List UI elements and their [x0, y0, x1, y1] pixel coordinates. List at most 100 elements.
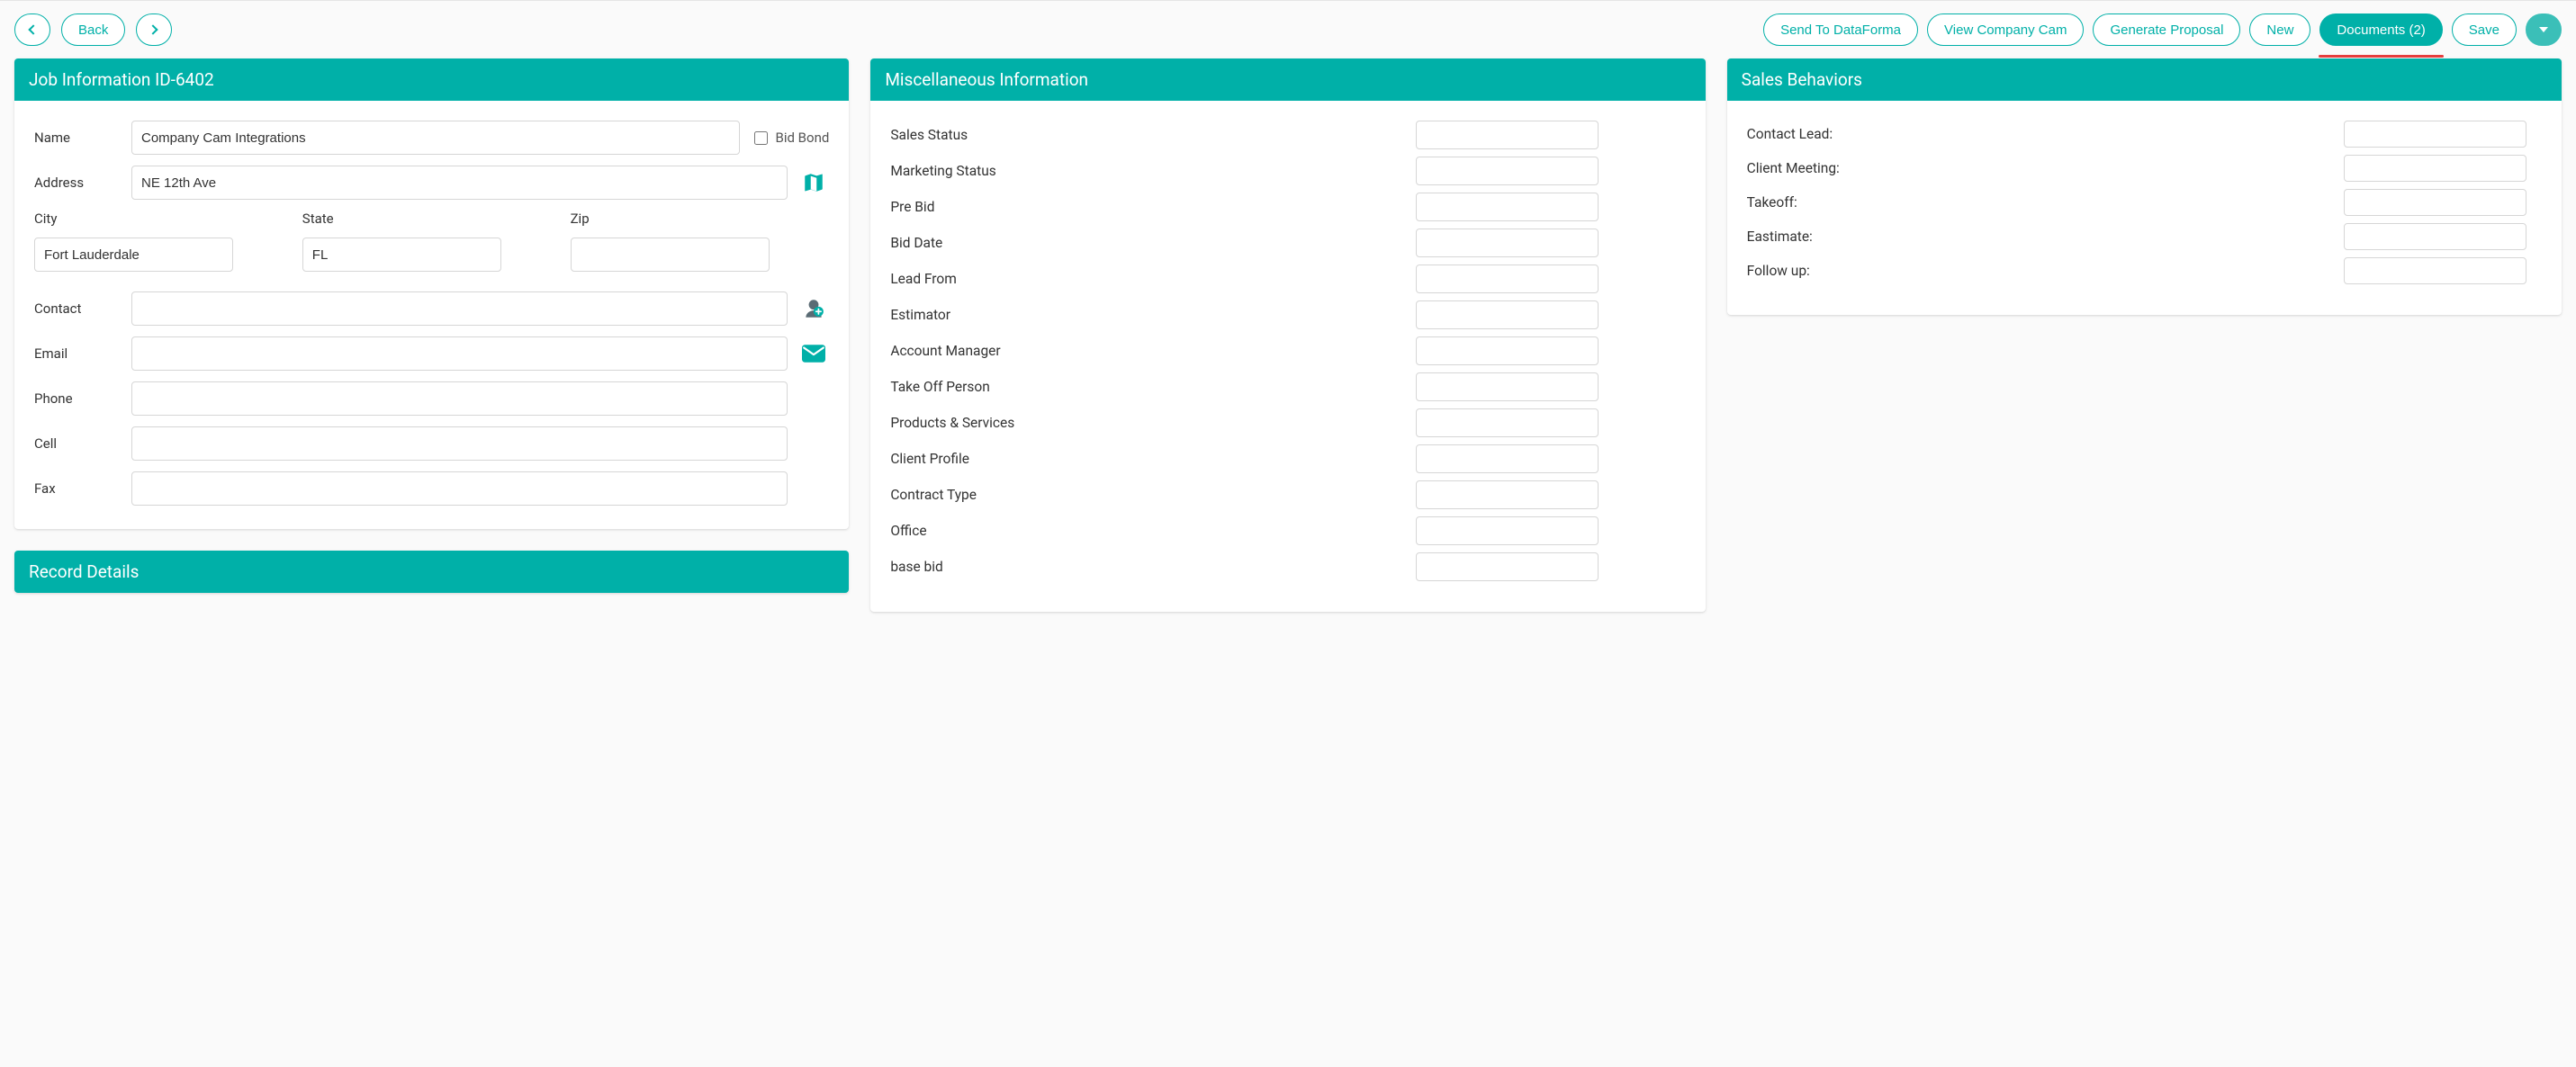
record-details-panel: Record Details [14, 551, 849, 593]
zip-label: Zip [571, 211, 830, 227]
misc-field-label: base bid [890, 559, 1404, 575]
misc-row: Pre Bid [890, 193, 1685, 221]
sales-field-label: Takeoff: [1747, 194, 2333, 211]
sales-field-input[interactable] [2344, 155, 2526, 182]
state-label: State [302, 211, 562, 227]
fax-label: Fax [34, 480, 121, 497]
sales-row: Takeoff: [1747, 189, 2542, 216]
misc-field-label: Bid Date [890, 235, 1404, 251]
sales-field-label: Eastimate: [1747, 229, 2333, 245]
chevron-left-icon [28, 24, 38, 34]
email-icon[interactable] [798, 345, 829, 363]
city-label: City [34, 211, 293, 227]
bid-bond-checkbox-wrap[interactable]: Bid Bond [751, 129, 830, 148]
phone-label: Phone [34, 390, 121, 407]
misc-field-input[interactable] [1416, 372, 1599, 401]
sales-field-label: Client Meeting: [1747, 160, 2333, 176]
bid-bond-checkbox[interactable] [754, 131, 768, 145]
misc-field-input[interactable] [1416, 408, 1599, 437]
misc-field-input[interactable] [1416, 552, 1599, 581]
misc-field-label: Contract Type [890, 487, 1404, 503]
misc-field-input[interactable] [1416, 300, 1599, 329]
name-input[interactable] [131, 121, 740, 155]
misc-field-label: Estimator [890, 307, 1404, 323]
misc-row: Sales Status [890, 121, 1685, 149]
misc-field-label: Marketing Status [890, 163, 1404, 179]
misc-field-label: Client Profile [890, 451, 1404, 467]
nav-prev-button[interactable] [14, 13, 50, 46]
misc-field-input[interactable] [1416, 480, 1599, 509]
misc-field-label: Pre Bid [890, 199, 1404, 215]
misc-row: Lead From [890, 265, 1685, 293]
add-contact-icon[interactable] [798, 297, 829, 320]
more-actions-button[interactable] [2526, 13, 2562, 46]
misc-field-label: Take Off Person [890, 379, 1404, 395]
misc-row: Take Off Person [890, 372, 1685, 401]
state-input[interactable] [302, 238, 501, 272]
send-dataforma-button[interactable]: Send To DataForma [1763, 13, 1918, 46]
bid-bond-label: Bid Bond [776, 130, 830, 146]
misc-row: base bid [890, 552, 1685, 581]
misc-field-input[interactable] [1416, 121, 1599, 149]
misc-row: Contract Type [890, 480, 1685, 509]
generate-proposal-button[interactable]: Generate Proposal [2093, 13, 2240, 46]
contact-input[interactable] [131, 291, 788, 326]
misc-row: Bid Date [890, 229, 1685, 257]
misc-row: Account Manager [890, 336, 1685, 365]
misc-field-label: Account Manager [890, 343, 1404, 359]
misc-field-input[interactable] [1416, 444, 1599, 473]
sales-field-label: Contact Lead: [1747, 126, 2333, 142]
save-button[interactable]: Save [2452, 13, 2517, 46]
miscellaneous-header: Miscellaneous Information [870, 58, 1705, 101]
nav-back-button[interactable]: Back [61, 13, 125, 46]
misc-field-input[interactable] [1416, 193, 1599, 221]
phone-input[interactable] [131, 381, 788, 416]
misc-field-label: Lead From [890, 271, 1404, 287]
name-label: Name [34, 130, 121, 146]
toolbar: Back Send To DataForma View Company Cam … [0, 1, 2576, 55]
job-information-header: Job Information ID-6402 [14, 58, 849, 101]
documents-button[interactable]: Documents (2) [2319, 13, 2442, 46]
caret-down-icon [2539, 27, 2548, 32]
address-label: Address [34, 175, 121, 191]
misc-row: Client Profile [890, 444, 1685, 473]
cell-input[interactable] [131, 426, 788, 461]
sales-field-label: Follow up: [1747, 263, 2333, 279]
map-icon[interactable] [798, 171, 829, 194]
misc-field-label: Products & Services [890, 415, 1404, 431]
contact-label: Contact [34, 300, 121, 317]
zip-input[interactable] [571, 238, 770, 272]
sales-field-input[interactable] [2344, 257, 2526, 284]
misc-field-input[interactable] [1416, 516, 1599, 545]
misc-field-input[interactable] [1416, 157, 1599, 185]
nav-next-button[interactable] [136, 13, 172, 46]
misc-field-input[interactable] [1416, 336, 1599, 365]
cell-label: Cell [34, 435, 121, 452]
sales-row: Follow up: [1747, 257, 2542, 284]
miscellaneous-panel: Miscellaneous Information Sales Status Ma… [870, 58, 1705, 612]
email-label: Email [34, 345, 121, 362]
view-company-cam-button[interactable]: View Company Cam [1927, 13, 2084, 46]
chevron-right-icon [149, 24, 158, 34]
misc-field-label: Sales Status [890, 127, 1404, 143]
address-input[interactable] [131, 166, 788, 200]
misc-row: Office [890, 516, 1685, 545]
misc-field-input[interactable] [1416, 265, 1599, 293]
fax-input[interactable] [131, 471, 788, 506]
sales-behaviors-panel: Sales Behaviors Contact Lead: Client Meet… [1727, 58, 2562, 315]
sales-field-input[interactable] [2344, 223, 2526, 250]
misc-field-input[interactable] [1416, 229, 1599, 257]
sales-row: Client Meeting: [1747, 155, 2542, 182]
misc-row: Estimator [890, 300, 1685, 329]
sales-row: Eastimate: [1747, 223, 2542, 250]
misc-row: Products & Services [890, 408, 1685, 437]
misc-field-label: Office [890, 523, 1404, 539]
sales-field-input[interactable] [2344, 189, 2526, 216]
city-input[interactable] [34, 238, 233, 272]
sales-field-input[interactable] [2344, 121, 2526, 148]
email-input[interactable] [131, 336, 788, 371]
new-button[interactable]: New [2249, 13, 2310, 46]
sales-behaviors-header: Sales Behaviors [1727, 58, 2562, 101]
misc-row: Marketing Status [890, 157, 1685, 185]
record-details-header: Record Details [14, 551, 849, 593]
